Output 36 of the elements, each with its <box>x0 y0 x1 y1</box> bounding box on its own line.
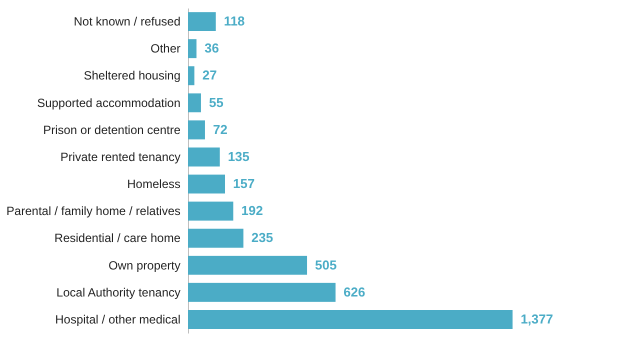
bar <box>188 147 220 166</box>
bar <box>188 228 244 248</box>
bar <box>188 120 205 140</box>
data-label: 235 <box>251 230 274 246</box>
bar <box>188 39 196 58</box>
y-tick-label: Residential / care home <box>54 231 181 246</box>
y-tick-label: Other <box>150 42 180 56</box>
y-tick-label: Own property <box>108 258 180 272</box>
y-tick-label: Local Authority tenancy <box>56 285 180 300</box>
data-label: 1,377 <box>520 311 554 326</box>
y-tick-label: Homeless <box>127 177 180 192</box>
bar <box>188 282 336 302</box>
data-label: 626 <box>344 284 366 300</box>
data-label: 135 <box>228 148 250 164</box>
bar <box>188 174 226 194</box>
y-tick-label: Not known / refused <box>74 14 180 29</box>
y-tick-label: Hospital / other medical <box>55 312 180 326</box>
y-tick-label: Prison or detention centre <box>43 122 181 137</box>
data-label: 27 <box>202 68 217 83</box>
y-tick-label: Sheltered housing <box>84 68 180 83</box>
data-label: 36 <box>204 40 219 56</box>
bar <box>188 93 201 112</box>
y-tick-label: Supported accommodation <box>37 96 180 110</box>
bar <box>188 202 234 221</box>
bar <box>188 66 194 86</box>
bar <box>188 310 513 329</box>
y-tick-label: Private rented tenancy <box>60 150 180 164</box>
bar <box>188 12 216 32</box>
data-label: 157 <box>233 176 255 192</box>
data-label: 72 <box>212 122 228 137</box>
y-tick-label: Parental / family home / relatives <box>6 204 180 218</box>
bar <box>188 256 308 275</box>
data-label: 192 <box>241 203 263 218</box>
data-label: 505 <box>315 257 337 272</box>
data-label: 55 <box>208 94 224 110</box>
data-label: 118 <box>224 14 245 29</box>
